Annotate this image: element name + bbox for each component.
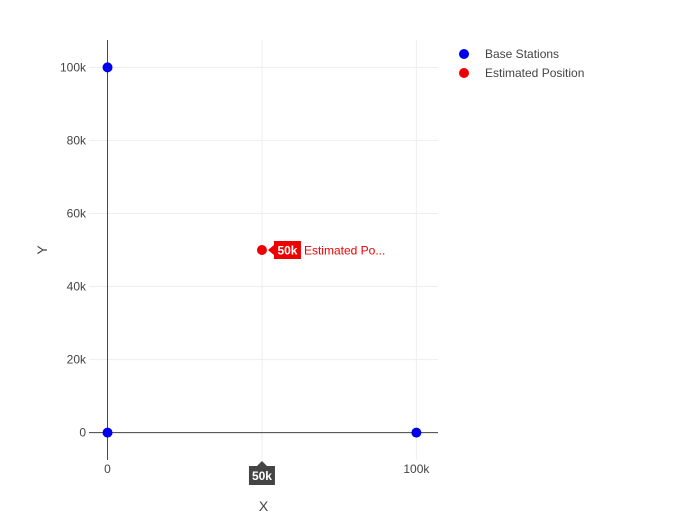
x-axis-title: X (259, 498, 269, 514)
legend-label: Estimated Position (485, 66, 584, 80)
hover-y-label: 50k (277, 244, 297, 258)
hover-x-arrow (256, 461, 267, 466)
y-tick-label: 60k (67, 206, 87, 220)
x-tick-label: 100k (403, 462, 430, 476)
y-tick-label: 80k (67, 133, 87, 147)
hover-series-label: Estimated Po... (304, 244, 385, 258)
hover-x-label: 50k (252, 469, 272, 483)
hover-arrow (267, 245, 274, 255)
legend-label: Base Stations (485, 47, 559, 61)
estimated-position-point (256, 245, 267, 255)
y-tick-label: 0 (79, 426, 86, 440)
base-stations-point (102, 62, 113, 73)
legend-marker (459, 68, 469, 78)
base-stations-point (102, 427, 113, 438)
base-stations-point (411, 427, 422, 438)
hover-x-box (248, 466, 275, 485)
y-tick-label: 40k (67, 280, 87, 294)
y-tick-label: 20k (67, 353, 87, 367)
y-axis-title: Y (34, 245, 50, 255)
x-tick-label: 0 (104, 462, 111, 476)
y-tick-label: 100k (60, 60, 87, 74)
legend-marker (459, 49, 469, 59)
hover-y-box (273, 241, 301, 259)
